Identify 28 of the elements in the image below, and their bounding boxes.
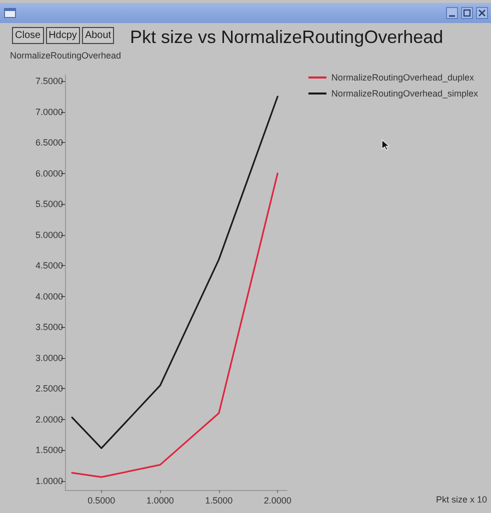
- y-tick-label: 4.0000: [35, 291, 63, 302]
- y-tick-label: 7.5000: [35, 76, 63, 86]
- button: About: [82, 27, 114, 44]
- y-tick-label: 2.5000: [35, 384, 63, 394]
- text: Pkt size x 10: [436, 494, 488, 504]
- chart-title: Pkt size vs NormalizeRoutingOverhead: [130, 27, 444, 47]
- y-tick-label: 2.0000: [35, 414, 63, 424]
- y-tick-label: 1.0000: [35, 476, 63, 486]
- y-tick-label: 5.0000: [35, 230, 63, 240]
- y-tick-label: 4.5000: [35, 260, 63, 271]
- x-tick-label: 2.0000: [264, 496, 292, 506]
- y-tick-label: 7.0000: [35, 106, 63, 117]
- button: Close: [12, 27, 44, 44]
- y-axis-title: NormalizeRoutingOverhead: [10, 50, 122, 60]
- legend-label: NormalizeRoutingOverhead_simplex: [331, 88, 478, 98]
- y-tick-label: 5.5000: [35, 199, 63, 210]
- line-series: [71, 96, 278, 449]
- x-tick-label: 1.0000: [146, 496, 174, 506]
- line-series: [71, 172, 278, 478]
- x-tick-label: 0.5000: [88, 496, 116, 506]
- x-tick-label: 1.5000: [205, 496, 233, 506]
- button: Hdcpy: [46, 27, 80, 44]
- y-tick-label: 6.0000: [35, 168, 63, 178]
- y-tick-label: 3.5000: [35, 322, 63, 332]
- y-tick-label: 3.0000: [35, 352, 63, 363]
- legend-label: NormalizeRoutingOverhead_duplex: [331, 72, 475, 82]
- y-tick-label: 6.5000: [35, 138, 63, 148]
- y-tick-label: 1.5000: [35, 445, 63, 456]
